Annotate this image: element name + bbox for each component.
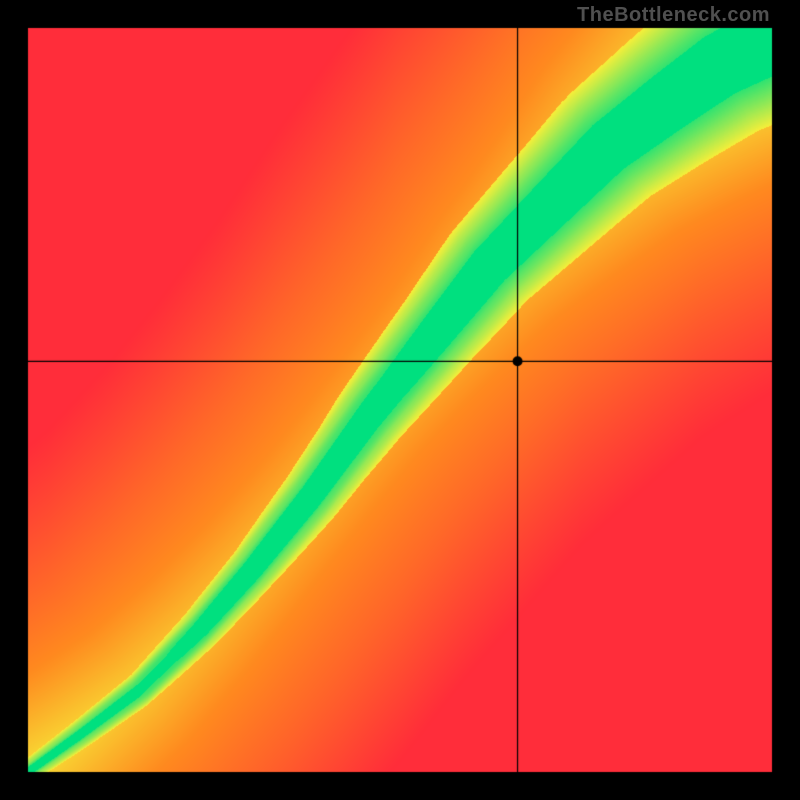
chart-container: TheBottleneck.com: [0, 0, 800, 800]
watermark-text: TheBottleneck.com: [577, 4, 770, 27]
heatmap-canvas: [0, 0, 800, 800]
